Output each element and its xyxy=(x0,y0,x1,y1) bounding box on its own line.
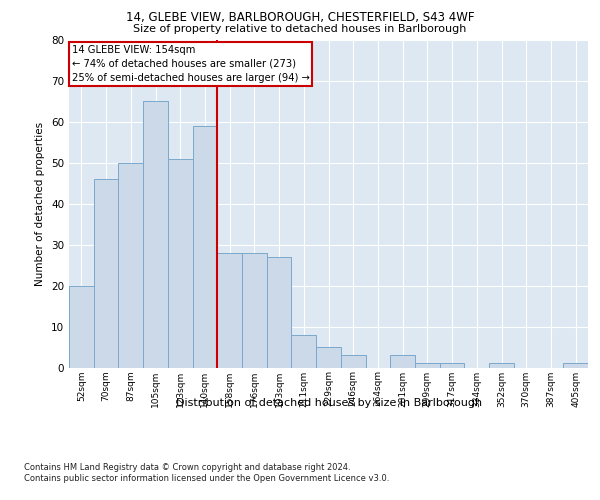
Text: 14, GLEBE VIEW, BARLBOROUGH, CHESTERFIELD, S43 4WF: 14, GLEBE VIEW, BARLBOROUGH, CHESTERFIEL… xyxy=(126,11,474,24)
Bar xyxy=(94,179,118,368)
Bar xyxy=(143,102,168,368)
Bar xyxy=(415,364,440,368)
Bar xyxy=(267,257,292,368)
Bar xyxy=(489,364,514,368)
Y-axis label: Number of detached properties: Number of detached properties xyxy=(35,122,46,286)
Bar xyxy=(440,364,464,368)
Bar xyxy=(390,355,415,368)
Text: Size of property relative to detached houses in Barlborough: Size of property relative to detached ho… xyxy=(133,24,467,34)
Bar xyxy=(341,355,365,368)
Bar xyxy=(292,335,316,368)
Bar xyxy=(168,158,193,368)
Bar xyxy=(69,286,94,368)
Bar xyxy=(316,347,341,368)
Bar xyxy=(563,364,588,368)
Text: 14 GLEBE VIEW: 154sqm
← 74% of detached houses are smaller (273)
25% of semi-det: 14 GLEBE VIEW: 154sqm ← 74% of detached … xyxy=(71,45,310,83)
Bar xyxy=(242,253,267,368)
Bar xyxy=(217,253,242,368)
Bar xyxy=(118,163,143,368)
Text: Distribution of detached houses by size in Barlborough: Distribution of detached houses by size … xyxy=(176,398,482,407)
Text: Contains public sector information licensed under the Open Government Licence v3: Contains public sector information licen… xyxy=(24,474,389,483)
Text: Contains HM Land Registry data © Crown copyright and database right 2024.: Contains HM Land Registry data © Crown c… xyxy=(24,462,350,471)
Bar xyxy=(193,126,217,368)
